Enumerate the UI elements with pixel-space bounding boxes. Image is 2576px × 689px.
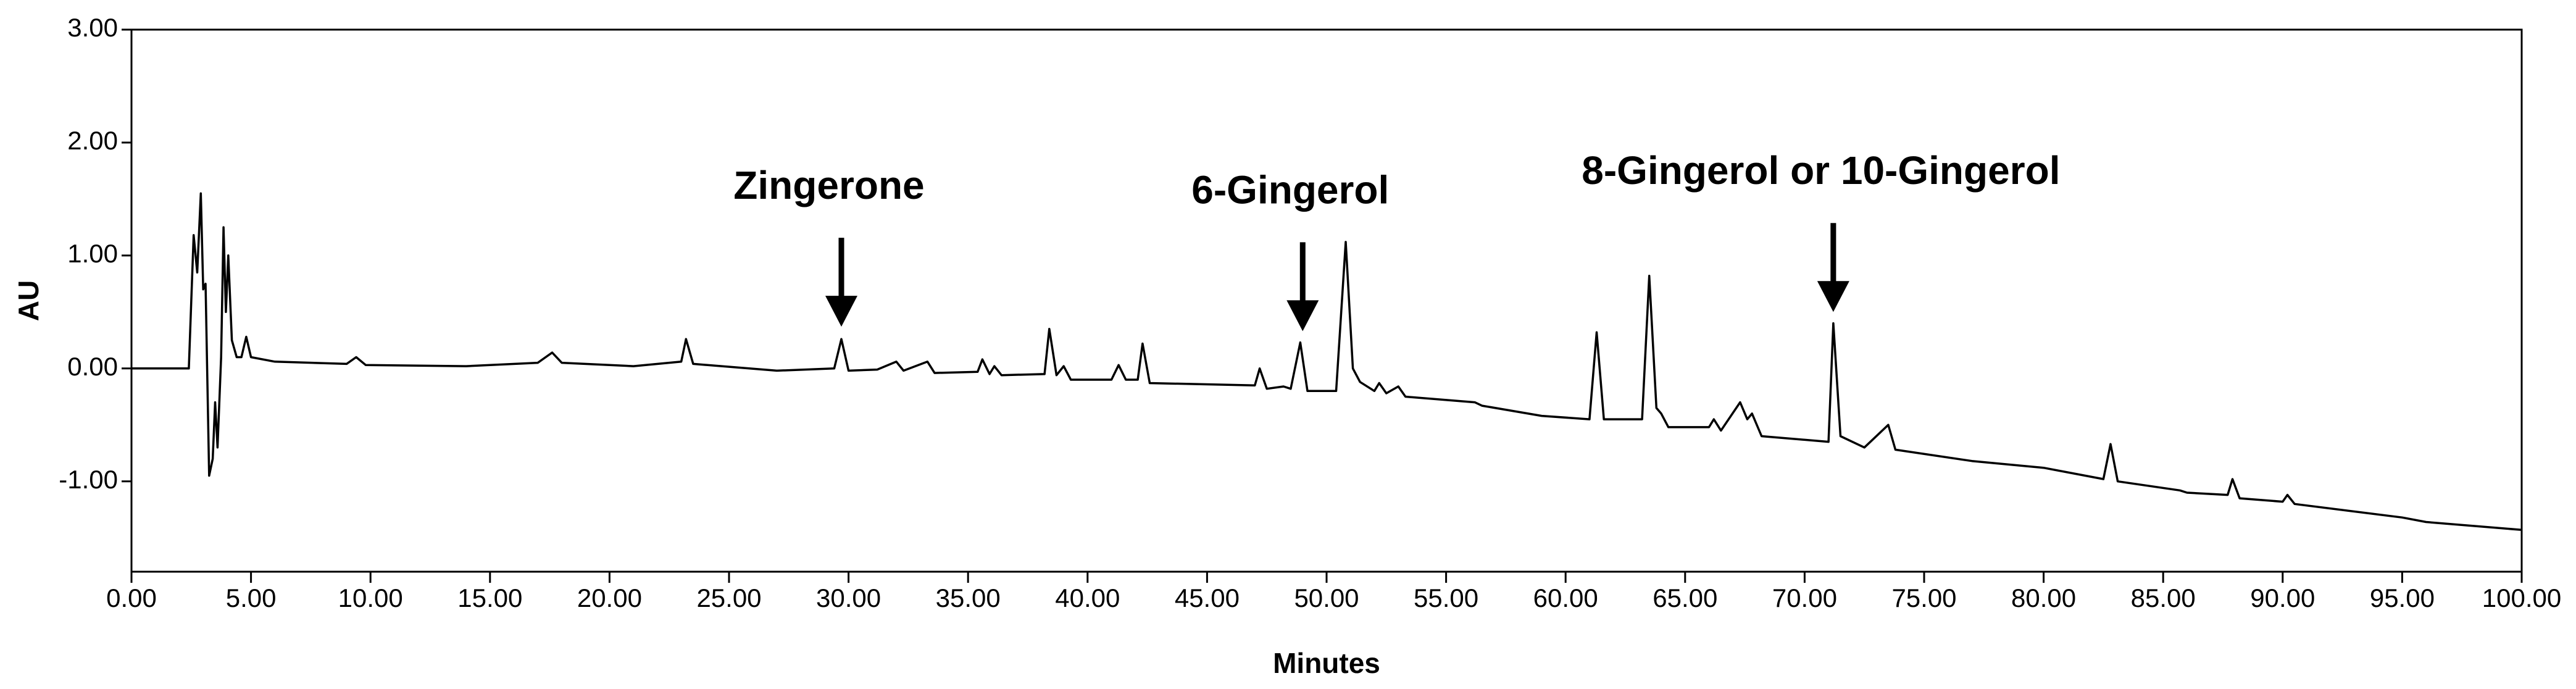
y-tick-label: 1.00 xyxy=(67,239,118,268)
x-tick-label: 25.00 xyxy=(696,583,761,612)
annotation: 6-Gingerol xyxy=(1191,167,1389,212)
x-tick-label: 15.00 xyxy=(457,583,522,612)
x-tick-label: 20.00 xyxy=(577,583,642,612)
x-tick-label: 35.00 xyxy=(936,583,1001,612)
x-tick-label: 45.00 xyxy=(1175,583,1240,612)
annotation: 8-Gingerol or 10-Gingerol xyxy=(1582,148,2060,193)
x-tick-label: 95.00 xyxy=(2370,583,2435,612)
annotation-arrowhead xyxy=(1286,300,1319,332)
x-tick-label: 65.00 xyxy=(1653,583,1717,612)
x-tick-label: 5.00 xyxy=(226,583,277,612)
x-tick-label: 90.00 xyxy=(2250,583,2315,612)
x-tick-label: 70.00 xyxy=(1772,583,1837,612)
plot-frame xyxy=(130,28,2523,573)
y-tick-label: 3.00 xyxy=(67,13,118,42)
x-tick-label: 55.00 xyxy=(1414,583,1478,612)
y-tick-label: 0.00 xyxy=(67,352,118,381)
x-tick-label: 30.00 xyxy=(816,583,881,612)
trace xyxy=(131,192,2522,532)
x-tick-label: 100.00 xyxy=(2482,583,2561,612)
y-tick-label: 2.00 xyxy=(67,126,118,155)
x-tick-label: 75.00 xyxy=(1891,583,1956,612)
x-tick-label: 0.00 xyxy=(106,583,157,612)
x-axis-label: Minutes xyxy=(1273,647,1380,679)
y-tick-label: -1.00 xyxy=(59,465,118,494)
y-axis-label: AU xyxy=(12,280,44,321)
x-tick-label: 80.00 xyxy=(2011,583,2076,612)
annotation: Zingerone xyxy=(733,163,924,207)
annotation-arrowhead xyxy=(1817,281,1849,312)
x-tick-label: 85.00 xyxy=(2131,583,2196,612)
annotation-arrowhead xyxy=(825,296,857,327)
x-tick-label: 50.00 xyxy=(1294,583,1359,612)
x-tick-label: 10.00 xyxy=(338,583,403,612)
x-tick-label: 40.00 xyxy=(1055,583,1120,612)
x-tick-label: 60.00 xyxy=(1533,583,1598,612)
